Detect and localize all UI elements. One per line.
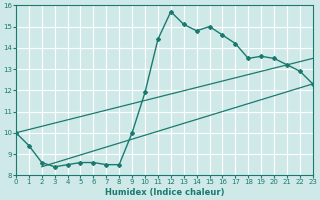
X-axis label: Humidex (Indice chaleur): Humidex (Indice chaleur) bbox=[105, 188, 224, 197]
